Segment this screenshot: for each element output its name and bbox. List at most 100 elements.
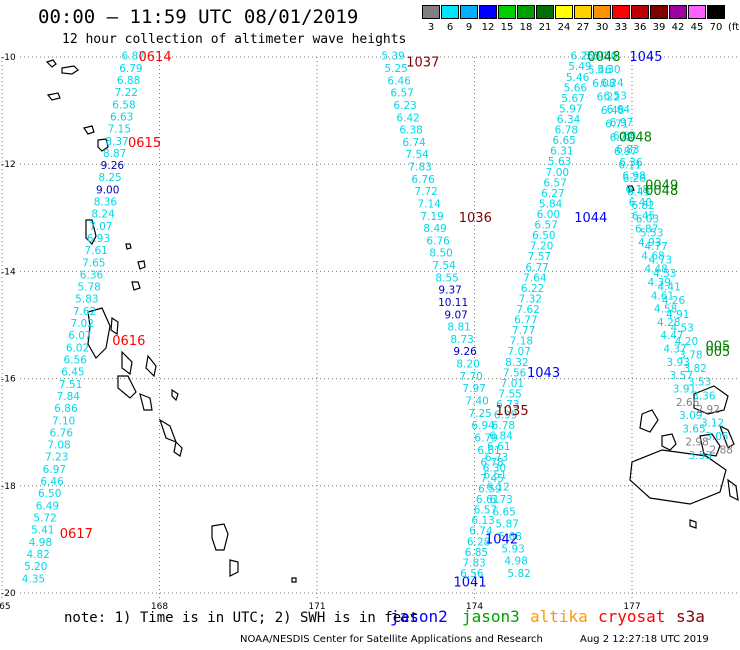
wave-height-value: 7.07 bbox=[89, 221, 112, 233]
wave-height-value: 9.37 bbox=[438, 285, 461, 297]
scale-swatch bbox=[479, 5, 497, 19]
scale-label: 21 bbox=[538, 22, 552, 33]
pass-time-label: 0614 bbox=[139, 50, 172, 65]
wave-height-value: 7.08 bbox=[47, 440, 70, 452]
map-grid: 165 168 171 174 177 -10 -12 -14 -16 -18 -20 bbox=[0, 53, 740, 612]
wave-height-value: 6.72 bbox=[610, 132, 633, 144]
wave-height-value: 6.78 bbox=[480, 457, 503, 469]
wave-height-value: 6.48 bbox=[601, 105, 624, 117]
y-tick-label: -12 bbox=[1, 160, 16, 170]
wave-height-value: 6.59 bbox=[478, 483, 501, 495]
wave-height-value: 4.53 bbox=[653, 268, 676, 280]
wave-height-value: 8.55 bbox=[435, 272, 458, 284]
wave-height-value: 8.49 bbox=[423, 223, 446, 235]
wave-height-value: 6.36 bbox=[619, 157, 643, 169]
wave-height-value: 6.85 bbox=[465, 547, 488, 559]
x-tick-label: 177 bbox=[623, 602, 640, 612]
wave-height-value: 2.66 bbox=[676, 397, 700, 409]
wave-height-value: 7.83 bbox=[408, 162, 431, 174]
wave-height-value: 10.11 bbox=[438, 297, 468, 309]
wave-height-value: 5.25 bbox=[384, 63, 407, 75]
wave-height-value: 7.51 bbox=[59, 379, 82, 391]
wave-height-value: 5.83 bbox=[75, 294, 98, 306]
pass-time-label: 1036 bbox=[459, 211, 492, 226]
wave-height-value: 6.76 bbox=[50, 427, 74, 439]
scale-label: 6 bbox=[446, 22, 454, 33]
wave-height-value: 7.22 bbox=[115, 87, 138, 99]
wave-height-value: 6.28 bbox=[623, 173, 646, 185]
wave-height-value: 6.61 bbox=[477, 445, 500, 457]
scale-label: 45 bbox=[690, 22, 704, 33]
scale-label: 36 bbox=[633, 22, 647, 33]
scale-swatch bbox=[498, 5, 516, 19]
y-tick-label: -20 bbox=[1, 589, 16, 599]
wave-height-value: 6.28 bbox=[467, 536, 490, 548]
island bbox=[125, 243, 132, 250]
wave-height-value: 6.78 bbox=[555, 125, 578, 137]
wave-height-value: 6.79 bbox=[119, 63, 142, 75]
wave-height-value: 7.20 bbox=[530, 241, 553, 253]
wave-height-value: 6.08 bbox=[592, 78, 615, 90]
scale-label: 39 bbox=[652, 22, 666, 33]
wave-height-value: 5.72 bbox=[33, 513, 56, 525]
island bbox=[83, 125, 95, 135]
pass-time-label: 0615 bbox=[128, 136, 161, 151]
wave-height-value: 6.00 bbox=[537, 209, 560, 221]
wave-height-value: 4.39 bbox=[648, 277, 671, 289]
wave-height-value: 6.31 bbox=[550, 146, 573, 158]
wave-height-value: 6.07 bbox=[68, 330, 91, 342]
wave-height-value: 3.65 bbox=[682, 423, 705, 435]
wave-height-value: 5.53 bbox=[640, 227, 663, 239]
wave-height-value: 6.83 bbox=[616, 144, 639, 156]
scale-swatch bbox=[555, 5, 573, 19]
wave-height-value: 7.72 bbox=[414, 186, 437, 198]
wave-height-value: 5.66 bbox=[564, 82, 588, 94]
wave-height-value: 6.42 bbox=[396, 112, 419, 124]
island bbox=[693, 385, 729, 415]
pass-time-label: 1035 bbox=[496, 404, 529, 419]
island bbox=[727, 478, 739, 502]
wave-height-value: 7.32 bbox=[519, 293, 542, 305]
wave-height-value: 8.87 bbox=[103, 148, 126, 160]
wave-height-value: 6.61 bbox=[476, 494, 499, 506]
wave-height-value: 6.46 bbox=[387, 75, 411, 87]
wave-height-value: 5.49 bbox=[568, 61, 591, 73]
wave-height-value: 4.77 bbox=[644, 241, 667, 253]
wave-height-value: 9.26 bbox=[453, 346, 477, 358]
wave-height-value: 6.50 bbox=[532, 230, 555, 242]
island bbox=[46, 92, 61, 101]
pass-time-label: 0049 bbox=[645, 179, 678, 194]
wave-height-value: 6.76 bbox=[411, 174, 435, 186]
wave-height-value: 6.87 bbox=[122, 51, 145, 63]
wave-height-value: 3.53 bbox=[689, 450, 712, 462]
wave-height-value: 6.65 bbox=[552, 135, 575, 147]
wave-height-value: 7.14 bbox=[417, 198, 441, 210]
island bbox=[718, 424, 735, 449]
wave-height-value: 4.53 bbox=[670, 322, 693, 334]
island bbox=[121, 350, 133, 376]
y-tick-label: -18 bbox=[1, 482, 16, 492]
wave-height-value: 7.61 bbox=[84, 245, 107, 257]
wave-height-value: 9.26 bbox=[101, 160, 125, 172]
island bbox=[85, 219, 97, 246]
island bbox=[229, 559, 239, 577]
wave-height-value: 6.98 bbox=[622, 170, 645, 182]
scale-label: 12 bbox=[481, 22, 495, 33]
footnote: note: 1) Time is in UTC; 2) SWH is in fe… bbox=[64, 610, 419, 626]
wave-height-value: 6.45 bbox=[61, 367, 84, 379]
wave-height-value: 4.58 bbox=[654, 304, 677, 316]
wave-height-value: 6.11 bbox=[618, 159, 641, 171]
page-title: 00:00 – 11:59 UTC 08/01/2019 bbox=[38, 6, 359, 28]
wave-height-value: 6.02 bbox=[66, 342, 89, 354]
wave-height-value: 8.73 bbox=[450, 334, 473, 346]
wave-height-value: 6.78 bbox=[492, 420, 515, 432]
wave-height-value: 4.20 bbox=[675, 336, 698, 348]
wave-height-value: 5.67 bbox=[561, 93, 584, 105]
wave-height-value: 7.77 bbox=[512, 325, 535, 337]
wave-height-value: 4.48 bbox=[644, 264, 667, 276]
legend-jason2: jason2 bbox=[390, 607, 448, 626]
scale-swatch bbox=[441, 5, 459, 19]
scale-label: 24 bbox=[557, 22, 571, 33]
wave-height-value: 3.91 bbox=[673, 383, 696, 395]
